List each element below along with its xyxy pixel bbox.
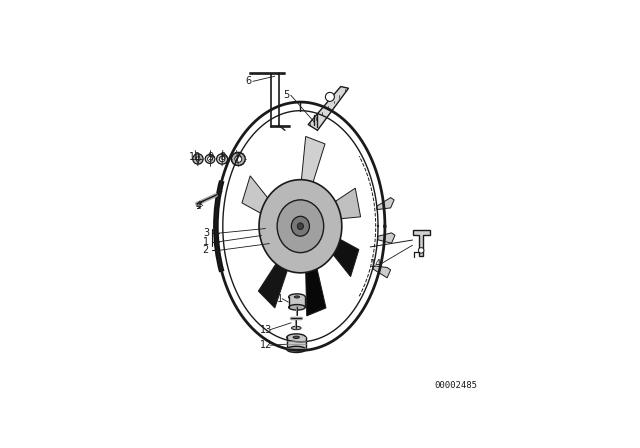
Text: 7: 7 xyxy=(234,152,240,162)
Polygon shape xyxy=(378,233,395,243)
Ellipse shape xyxy=(259,180,342,273)
Polygon shape xyxy=(377,198,394,210)
Polygon shape xyxy=(321,230,359,277)
Polygon shape xyxy=(320,188,360,220)
Circle shape xyxy=(196,157,200,161)
Ellipse shape xyxy=(289,305,305,310)
Bar xyxy=(289,297,305,307)
Polygon shape xyxy=(308,86,349,130)
Polygon shape xyxy=(259,248,293,308)
Ellipse shape xyxy=(289,294,305,300)
Circle shape xyxy=(235,155,242,163)
Text: 9: 9 xyxy=(207,152,213,162)
Ellipse shape xyxy=(193,154,203,164)
Text: 4: 4 xyxy=(196,201,202,211)
Text: 3: 3 xyxy=(203,228,209,238)
Text: 2: 2 xyxy=(203,246,209,255)
Text: 14: 14 xyxy=(370,259,383,269)
Bar xyxy=(287,337,306,349)
Polygon shape xyxy=(242,176,280,222)
Polygon shape xyxy=(413,230,430,255)
Ellipse shape xyxy=(205,155,215,164)
Ellipse shape xyxy=(291,326,301,330)
Polygon shape xyxy=(373,266,390,278)
Polygon shape xyxy=(305,250,326,316)
Ellipse shape xyxy=(294,296,300,298)
Circle shape xyxy=(419,248,424,253)
Ellipse shape xyxy=(291,216,310,236)
Text: 00002485: 00002485 xyxy=(434,381,477,390)
Ellipse shape xyxy=(216,154,228,164)
Text: 6: 6 xyxy=(246,76,252,86)
Text: 12: 12 xyxy=(260,340,272,350)
Circle shape xyxy=(207,156,212,161)
Ellipse shape xyxy=(287,346,306,353)
Text: 8: 8 xyxy=(220,152,226,162)
Text: 5: 5 xyxy=(284,90,290,100)
Circle shape xyxy=(325,92,334,101)
Text: 10: 10 xyxy=(189,152,202,162)
Text: 13: 13 xyxy=(260,325,272,335)
Ellipse shape xyxy=(277,200,324,253)
Circle shape xyxy=(220,156,225,162)
Ellipse shape xyxy=(298,223,303,230)
Polygon shape xyxy=(198,207,200,209)
Polygon shape xyxy=(300,137,325,200)
Ellipse shape xyxy=(232,152,245,165)
Ellipse shape xyxy=(287,334,306,341)
Text: 11: 11 xyxy=(272,294,284,304)
Ellipse shape xyxy=(293,336,300,339)
Text: 1: 1 xyxy=(203,237,209,247)
